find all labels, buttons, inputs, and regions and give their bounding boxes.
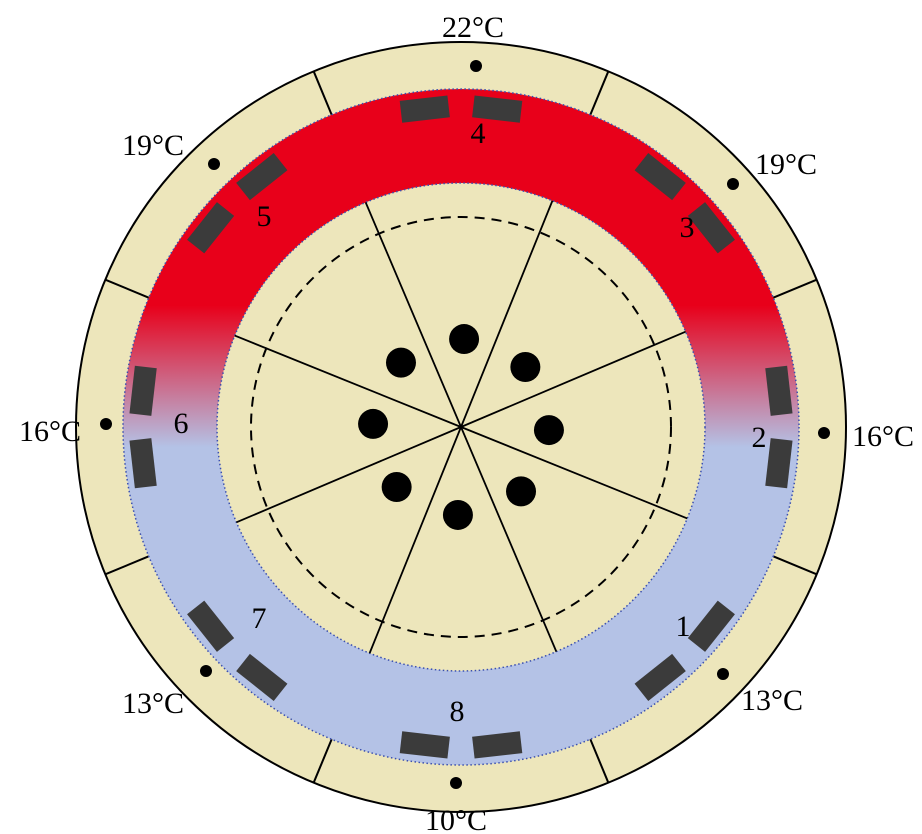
outer-ring-dividers: [104, 70, 818, 784]
center-hole: [358, 408, 389, 439]
temp-label-bottom: 10°C: [425, 804, 487, 834]
sector-line: [460, 330, 686, 428]
temp-label-upper-right: 19°C: [755, 148, 817, 181]
zone-label-5: 5: [257, 200, 272, 233]
sensor-dot: [208, 158, 220, 170]
sector-line: [460, 426, 558, 652]
center-hole: [381, 472, 412, 503]
sensor-dot: [100, 418, 112, 430]
sensor-dots: [100, 60, 830, 789]
zone-label-7: 7: [252, 602, 267, 635]
outer-ring-divider: [312, 738, 333, 784]
center-hole: [442, 499, 473, 530]
outer-ring-divider: [312, 70, 333, 116]
sensor-dot: [727, 178, 739, 190]
outer-ring-divider: [589, 738, 610, 784]
temperature-labels: 22°C 19°C 19°C 16°C 16°C 13°C 13°C 10°C: [19, 11, 914, 834]
center-hole: [449, 324, 480, 355]
heater-block: [687, 600, 735, 652]
outer-ring-divider: [772, 278, 818, 299]
center-holes: [358, 324, 564, 530]
sector-line: [368, 426, 462, 654]
zone-label-1: 1: [676, 610, 691, 643]
temp-label-top: 22°C: [442, 11, 504, 44]
sector-line: [364, 202, 462, 428]
temp-label-left: 16°C: [19, 415, 81, 448]
sensor-dot: [470, 60, 482, 72]
zone-label-6: 6: [174, 407, 189, 440]
zone-labels: 1 2 3 4 5 6 7 8: [174, 117, 767, 728]
sector-line: [460, 426, 688, 520]
heater-block: [399, 95, 450, 123]
zone-label-3: 3: [680, 211, 695, 244]
center-hole: [385, 347, 416, 378]
heater-block: [187, 600, 235, 652]
heater-block: [687, 202, 735, 254]
zone-label-4: 4: [471, 117, 486, 150]
outer-ring-divider: [772, 555, 818, 576]
zone-label-8: 8: [450, 695, 465, 728]
sensor-dot: [717, 668, 729, 680]
heater-block: [634, 653, 686, 701]
outer-ring-divider: [104, 278, 150, 299]
zone-label-2: 2: [752, 421, 767, 454]
sector-line: [236, 426, 462, 524]
sector-line: [234, 334, 462, 428]
sensor-dot: [818, 427, 830, 439]
heater-block: [765, 365, 793, 416]
heater-block: [236, 153, 288, 201]
heater-blocks: [129, 95, 793, 759]
heater-block: [472, 731, 523, 759]
temp-label-lower-left: 13°C: [122, 687, 184, 720]
center-hole: [506, 476, 537, 507]
center-hole: [533, 415, 564, 446]
heater-block: [129, 365, 157, 416]
heater-block: [187, 202, 235, 254]
temp-label-lower-right: 13°C: [741, 684, 803, 717]
sensor-dot: [450, 777, 462, 789]
temp-label-right: 16°C: [852, 420, 914, 453]
outer-ring-divider: [589, 70, 610, 116]
heater-block: [399, 731, 450, 759]
center-hole: [510, 351, 541, 382]
heater-block: [472, 95, 523, 123]
sensor-dot: [200, 665, 212, 677]
sector-lines: [234, 200, 688, 654]
heater-block: [129, 438, 157, 489]
heater-block: [236, 653, 288, 701]
temp-label-upper-left: 19°C: [122, 129, 184, 162]
heater-block: [634, 153, 686, 201]
outer-ring-divider: [104, 555, 150, 576]
sector-line: [460, 200, 554, 428]
dashed-circle: [250, 216, 672, 638]
heater-block: [765, 438, 793, 489]
